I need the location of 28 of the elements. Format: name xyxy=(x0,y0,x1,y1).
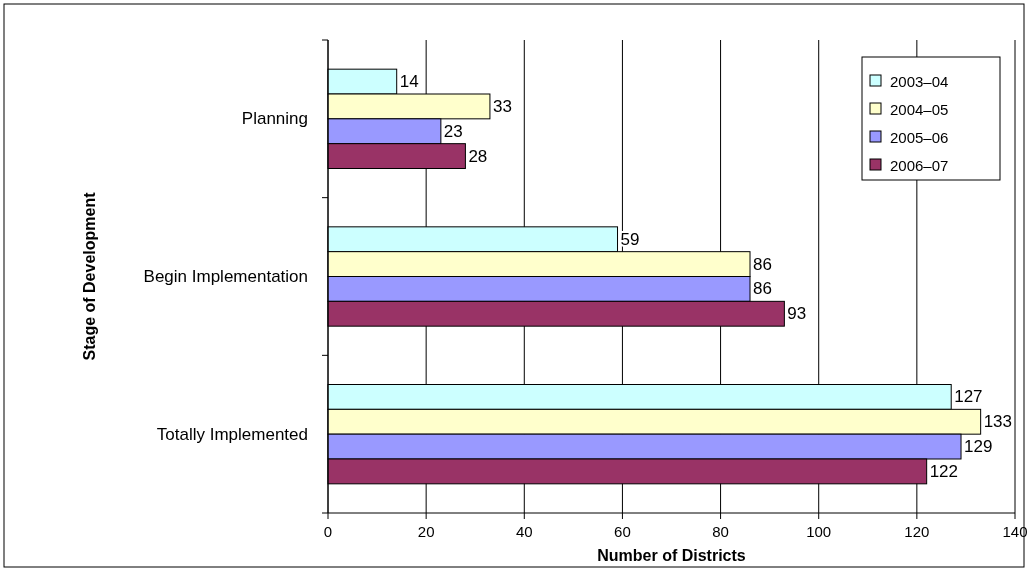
data-label: 86 xyxy=(753,279,772,299)
data-label: 14 xyxy=(399,72,419,92)
legend-label: 2005–06 xyxy=(890,128,949,146)
x-tick-label: 80 xyxy=(712,523,729,540)
x-tick-label: 120 xyxy=(904,523,930,540)
x-axis-title: Number of Districts xyxy=(597,547,746,564)
data-label: 33 xyxy=(492,96,512,116)
x-tick-label: 40 xyxy=(515,523,533,540)
data-label: 129 xyxy=(964,437,993,457)
y-tick-label: Totally Implemented xyxy=(156,424,308,444)
x-tick-label: 100 xyxy=(806,523,832,540)
x-tick-label: 0 xyxy=(323,523,333,540)
data-label: 133 xyxy=(983,412,1013,432)
legend-label: 2004–05 xyxy=(890,100,949,118)
data-label: 127 xyxy=(954,387,983,407)
y-axis-title: Stage of Development xyxy=(81,191,98,361)
data-label: 93 xyxy=(787,304,807,324)
x-tick-label: 20 xyxy=(417,523,435,540)
x-tick-label: 140 xyxy=(1002,523,1028,540)
data-label: 23 xyxy=(443,121,463,141)
data-label: 122 xyxy=(929,461,959,481)
data-label: 28 xyxy=(468,146,488,166)
legend-label: 2006–07 xyxy=(890,156,949,174)
legend-label: 2003–04 xyxy=(890,72,949,90)
y-tick-label: Begin Implementation xyxy=(143,267,308,286)
x-tick-label: 60 xyxy=(614,523,631,540)
data-label: 86 xyxy=(753,254,772,274)
y-tick-label: Planning xyxy=(241,109,308,129)
